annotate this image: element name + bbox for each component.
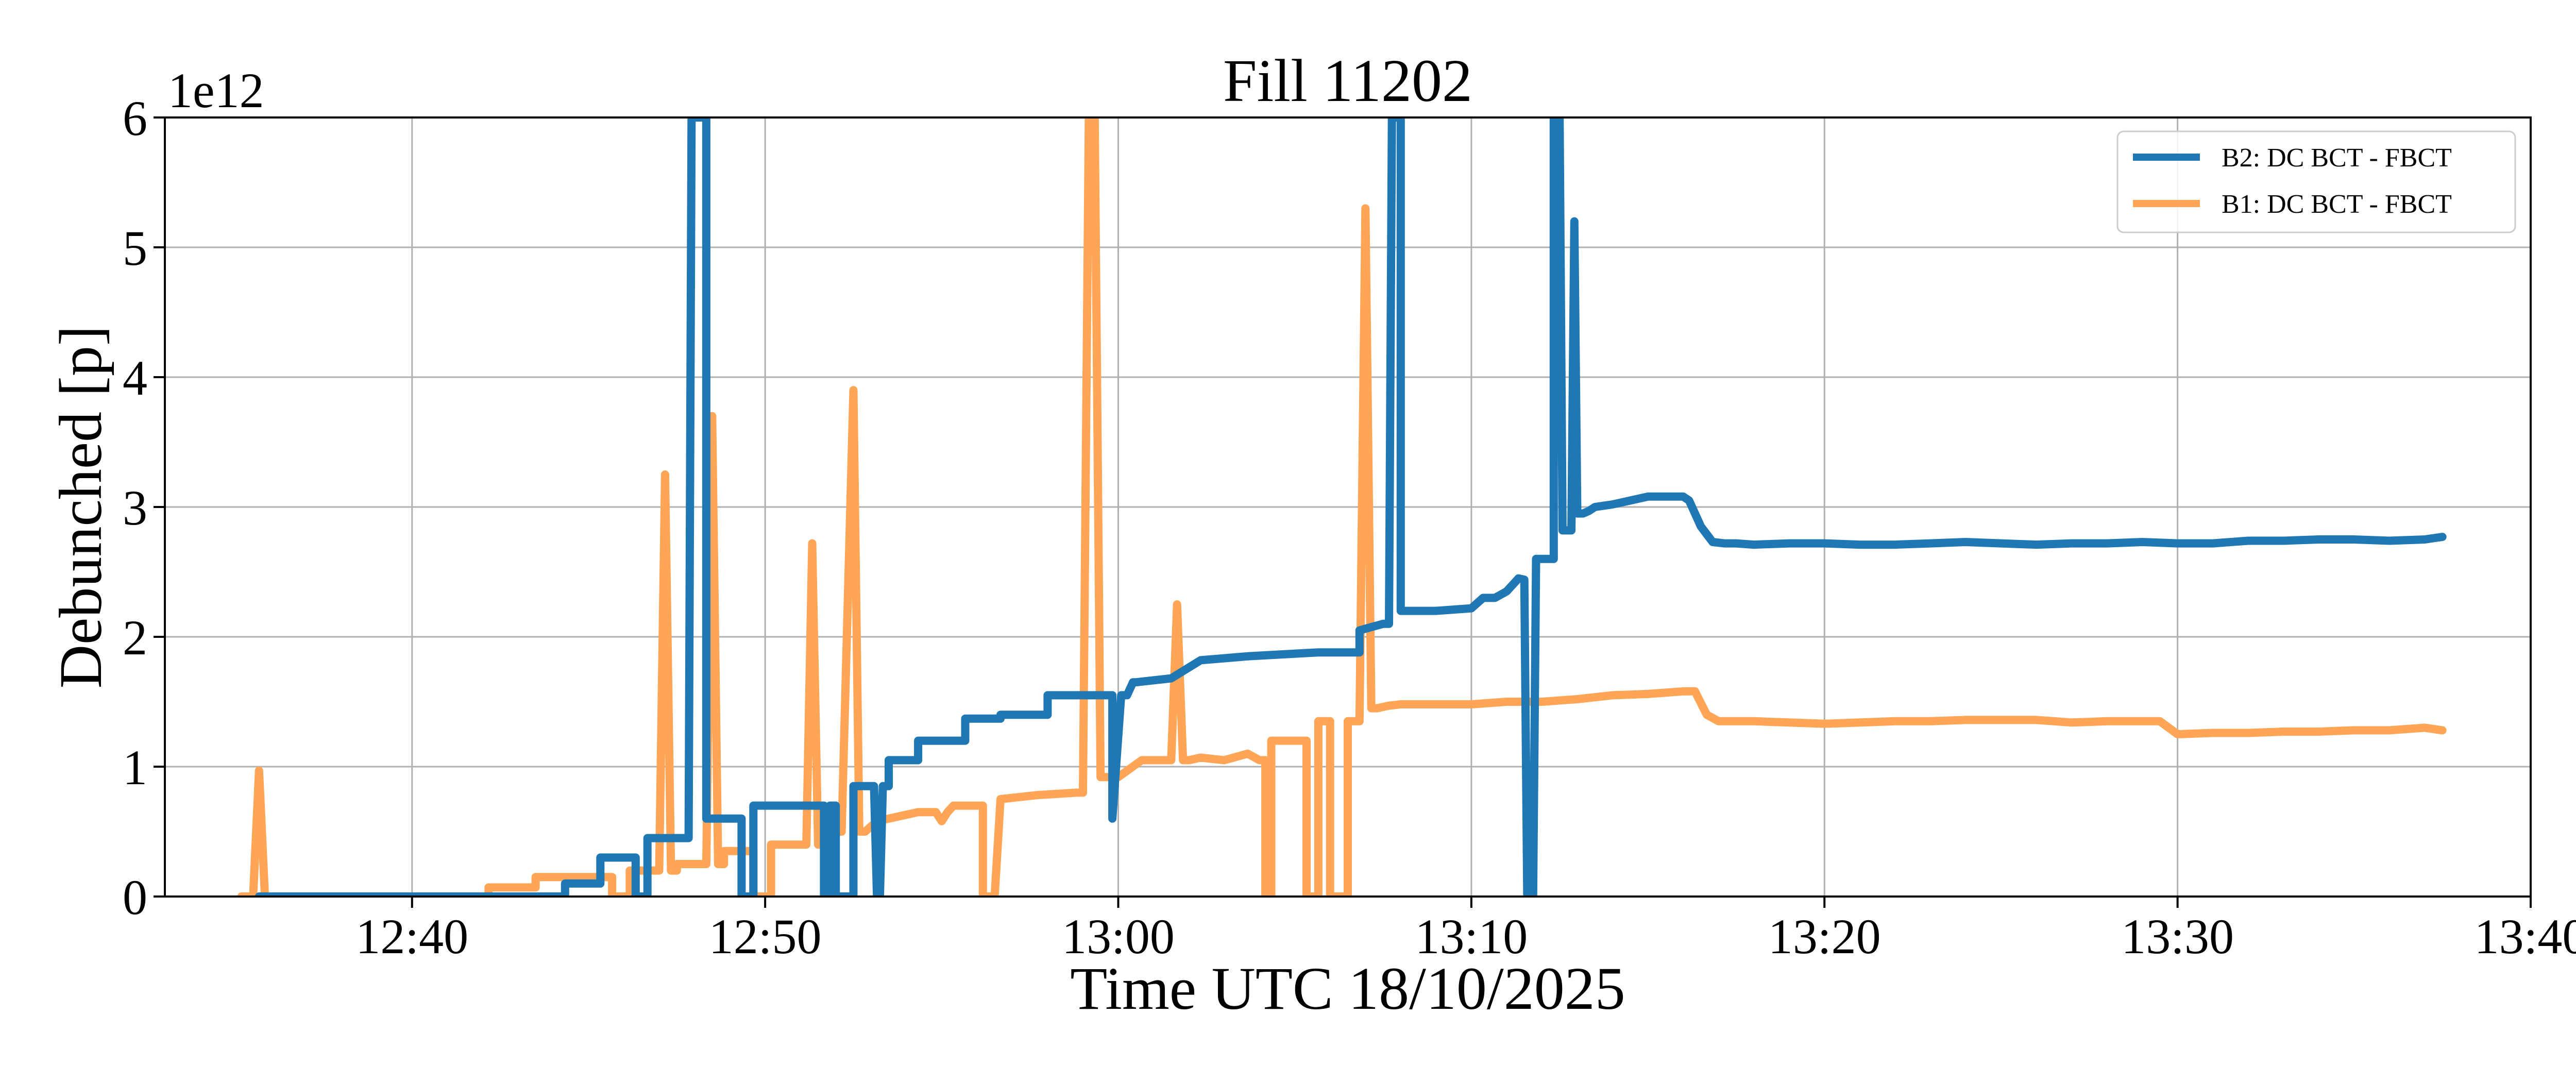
x-axis-label: Time UTC 18/10/2025 [1070,955,1625,1022]
series-line-b1 [237,117,2447,897]
ticks: 12:40 12:50 13:00 13:10 13:20 13:30 13:40 0 1 2 3 4… [123,91,2576,964]
x-tick-label: 12:50 [709,909,822,964]
y-tick-label: 1 [123,740,147,795]
x-tick-label: 12:40 [355,909,468,964]
x-tick-label: 13:30 [2121,909,2234,964]
x-tick-label: 13:10 [1415,909,1528,964]
y-axis-label: Debunched [p] [47,326,114,688]
legend-label-b1: B1: DC BCT - FBCT [2222,190,2452,219]
x-tick-label: 13:00 [1062,909,1175,964]
y-axis-multiplier: 1e12 [168,63,264,118]
y-tick-label: 2 [123,610,147,665]
x-tick-label: 13:20 [1768,909,1881,964]
y-tick-label: 5 [123,221,147,276]
chart-title: Fill 11202 [1223,47,1472,114]
x-tick-label: 13:40 [2475,909,2576,964]
y-tick-label: 4 [123,350,147,405]
legend-label-b2: B2: DC BCT - FBCT [2222,143,2452,173]
y-tick-label: 6 [123,91,147,146]
y-tick-label: 0 [123,870,147,925]
legend: B2: DC BCT - FBCT B1: DC BCT - FBCT [2116,130,2516,233]
legend-box [2116,130,2516,233]
series-layer [237,117,2447,897]
y-tick-label: 3 [123,480,147,535]
series-line-b2 [255,117,2447,897]
